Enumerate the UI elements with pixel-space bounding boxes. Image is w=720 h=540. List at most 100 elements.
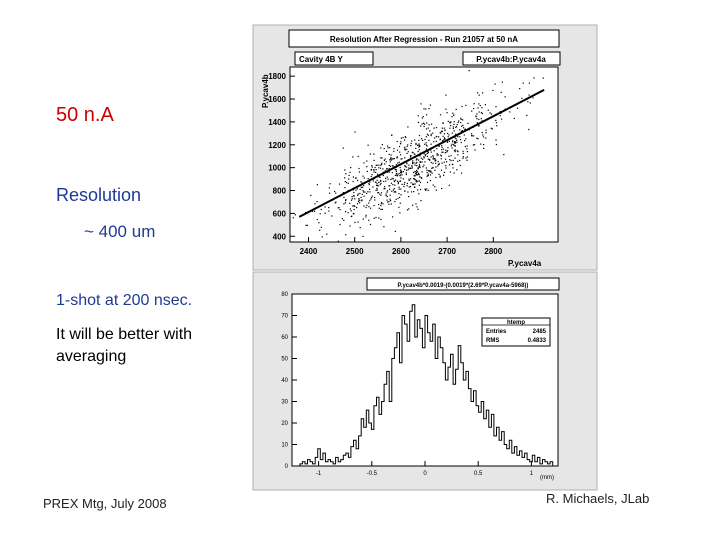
scatter-point (452, 112, 454, 114)
scatter-point (481, 120, 483, 122)
histogram-bin (430, 341, 433, 466)
scatter-point (417, 115, 419, 117)
scatter-point (426, 145, 428, 147)
scatter-point (453, 144, 455, 146)
histogram-bin (336, 457, 339, 466)
scatter-point (448, 140, 450, 142)
scatter-point (356, 207, 358, 209)
scatter-point (415, 142, 417, 144)
scatter-point (429, 130, 431, 132)
stats-rms-label: RMS (486, 338, 499, 344)
scatter-point (373, 153, 375, 155)
scatter-point (454, 149, 456, 151)
scatter-point (426, 188, 428, 190)
scatter-point (393, 188, 395, 190)
scatter-point (438, 173, 440, 175)
scatter-point (414, 175, 416, 177)
scatter-point (423, 125, 425, 128)
scatter-point (363, 195, 365, 197)
scatter-point (431, 172, 433, 174)
scatter-point (392, 189, 394, 191)
scatter-point (292, 217, 294, 219)
scatter-point (440, 169, 443, 171)
scatter-point (406, 152, 408, 154)
scatter-point (456, 141, 458, 143)
scatter-point (444, 129, 446, 131)
scatter-point (428, 170, 430, 172)
scatter-point (478, 103, 480, 105)
scatter-point (521, 97, 523, 99)
scatter-point (433, 127, 435, 129)
scatter-point (421, 117, 423, 119)
scatter-point (409, 168, 411, 170)
scatter-point (481, 112, 484, 115)
scatter-point (372, 180, 374, 182)
scatter-point (418, 174, 420, 176)
scatter-point (320, 226, 322, 228)
scatter-point (310, 194, 312, 196)
scatter-point (350, 199, 353, 201)
scatter-point (378, 181, 380, 183)
scatter-point (528, 128, 530, 131)
scatter-point (387, 201, 389, 203)
scatter-point (454, 142, 456, 144)
scatter-point (408, 208, 410, 210)
scatter-point (446, 112, 448, 114)
scatter-point (381, 202, 383, 204)
histogram-bin (474, 391, 477, 466)
scatter-point (415, 162, 417, 164)
scatter-point (399, 166, 401, 169)
scatter-point (460, 117, 462, 119)
scatter-point (415, 144, 417, 146)
scatter-point (400, 169, 402, 171)
histogram-ytick-label: 50 (281, 357, 288, 363)
scatter-point (361, 193, 363, 195)
scatter-point (464, 140, 466, 142)
histogram-ytick-label: 20 (281, 421, 288, 427)
scatter-point (485, 137, 487, 139)
scatter-point (504, 96, 506, 98)
scatter-point (353, 195, 355, 197)
scatter-point (449, 121, 452, 123)
histogram-bin (338, 462, 341, 466)
scatter-point (461, 172, 463, 174)
scatter-point (418, 193, 420, 195)
scatter-point (460, 122, 462, 124)
histogram-bin (520, 451, 523, 466)
scatter-point (343, 219, 345, 221)
scatter-point (404, 166, 406, 168)
scatter-point (418, 143, 420, 145)
scatter-point (404, 157, 406, 159)
scatter-point (386, 176, 388, 178)
scatter-point (453, 123, 455, 125)
scatter-point (365, 214, 367, 216)
scatter-point (352, 205, 354, 207)
scatter-point (432, 166, 434, 169)
scatter-point (399, 196, 401, 198)
scatter-point (363, 191, 365, 193)
scatter-point (478, 118, 480, 121)
scatter-point (457, 121, 459, 124)
histogram-bin (443, 363, 446, 466)
histogram-bin (392, 359, 395, 467)
scatter-point (383, 180, 385, 183)
scatter-point (361, 199, 363, 201)
scatter-point (455, 126, 457, 129)
scatter-point (416, 171, 419, 173)
scatter-point (348, 178, 350, 180)
scatter-point (384, 163, 386, 165)
scatter-point (357, 221, 359, 223)
scatter-point (354, 198, 356, 200)
scatter-point (375, 184, 378, 186)
scatter-point (485, 132, 487, 134)
scatter-point (431, 167, 433, 169)
histogram-bin (486, 410, 489, 466)
scatter-point (389, 185, 391, 187)
scatter-point (329, 183, 331, 185)
scatter-point (495, 122, 497, 124)
scatter-point (494, 83, 496, 85)
scatter-point (381, 208, 383, 210)
scatter-point (477, 92, 479, 94)
scatter-point (432, 162, 434, 164)
scatter-point (418, 134, 421, 137)
